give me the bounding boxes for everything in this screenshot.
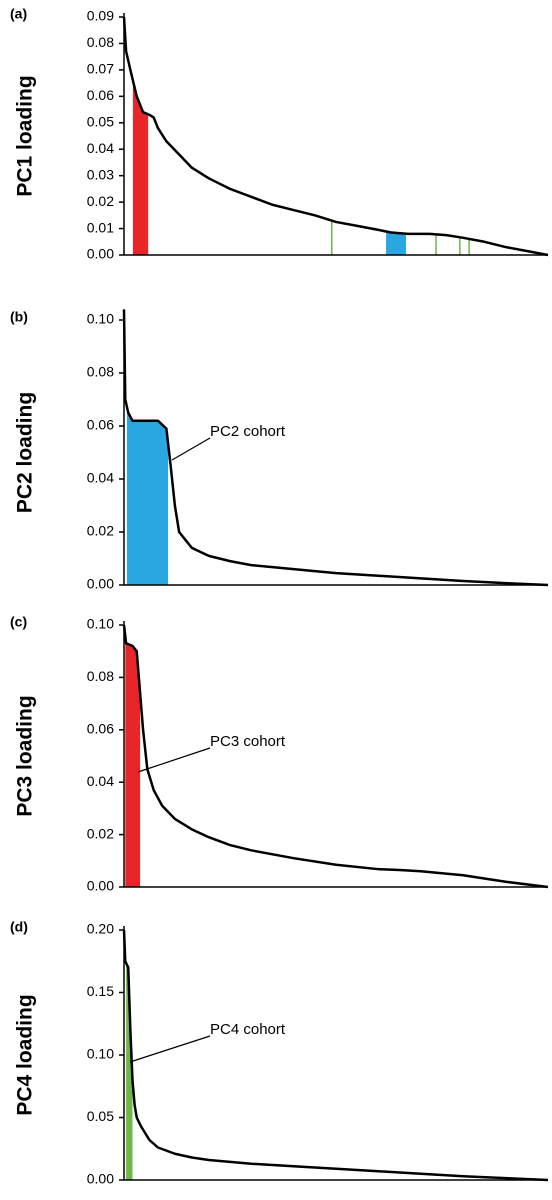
annotation: PC2 cohort [210,423,286,440]
panel-label: (b) [10,309,28,325]
loading-curve [122,309,549,587]
annotation: PC4 cohort [210,1021,286,1038]
y-tick-label: 0.10 [87,616,114,632]
y-tick-label: 0.00 [87,246,114,262]
y-tick-label: 0.01 [87,219,114,235]
annotation-leader [137,747,211,773]
y-axis-label: PC1 loading [14,75,37,196]
annotation-leader [171,437,211,461]
y-tick-label: 0.04 [87,140,114,156]
annotation-leader [129,1035,211,1063]
y-tick-label: 0.00 [87,1171,114,1187]
y-tick-label: 0.06 [87,721,114,737]
y-tick-label: 0.02 [87,825,114,841]
y-tick-label: 0.00 [87,878,114,894]
y-tick-label: 0.02 [87,523,114,539]
y-tick-label: 0.15 [87,983,114,999]
panel-label: (a) [10,6,27,22]
y-tick-label: 0.08 [87,34,114,50]
y-tick-label: 0.20 [87,921,114,937]
y-tick-label: 0.09 [87,8,114,24]
y-tick-label: 0.06 [87,417,114,433]
highlight-band [132,80,149,255]
y-axis-label: PC2 loading [14,392,37,513]
y-tick-label: 0.05 [87,1108,114,1124]
y-tick-label: 0.03 [87,166,114,182]
loading-curve [122,16,549,257]
highlight-band [126,407,169,585]
y-tick-label: 0.08 [87,668,114,684]
y-tick-label: 0.10 [87,1046,114,1062]
y-axis-label: PC3 loading [14,695,37,816]
highlight-band [125,636,141,887]
y-tick-label: 0.04 [87,773,114,789]
y-tick-label: 0.04 [87,470,114,486]
highlight-band [126,963,133,1180]
panel-label: (c) [10,614,27,630]
y-tick-label: 0.00 [87,576,114,592]
y-tick-label: 0.07 [87,61,114,77]
y-axis-label: PC4 loading [14,994,37,1115]
y-tick-label: 0.08 [87,364,114,380]
y-tick-label: 0.02 [87,193,114,209]
y-tick-label: 0.10 [87,311,114,327]
y-tick-label: 0.05 [87,113,114,129]
panel-label: (d) [10,919,28,935]
loading-curve [122,929,549,1182]
y-tick-label: 0.06 [87,87,114,103]
loading-curve [122,624,549,889]
highlight-band [386,231,406,255]
annotation: PC3 cohort [210,733,286,750]
